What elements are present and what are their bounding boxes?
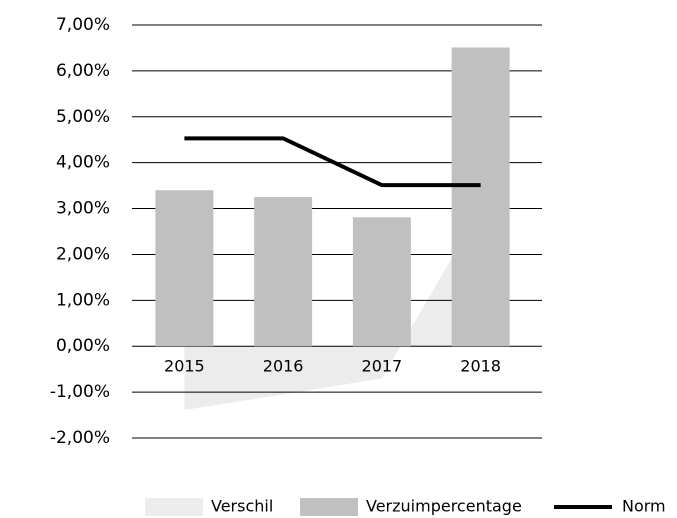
legend-swatch — [300, 498, 358, 516]
line — [184, 136, 481, 188]
y-tick-label: 1,00% — [56, 290, 110, 310]
y-tick-label: 5,00% — [56, 107, 110, 127]
bar — [451, 47, 510, 347]
y-tick-label: -2,00% — [50, 428, 110, 448]
y-tick-label: 3,00% — [56, 199, 110, 219]
y-tick-label: 0,00% — [56, 336, 110, 356]
y-tick-label: 6,00% — [56, 61, 110, 81]
x-tick-label: 2015 — [164, 357, 205, 376]
area — [184, 208, 481, 411]
x-tick-label: 2017 — [362, 357, 403, 376]
legend-label: Norm — [622, 497, 666, 516]
y-tick-label: 2,00% — [56, 244, 110, 264]
bar — [254, 197, 313, 347]
y-tick-label: -1,00% — [50, 382, 110, 402]
x-tick-label: 2018 — [460, 357, 501, 376]
legend-swatch — [145, 498, 203, 516]
bar — [155, 190, 214, 347]
legend-label: Verschil — [211, 497, 273, 516]
y-tick-label: 7,00% — [56, 15, 110, 35]
legend-label: Verzuimpercentage — [366, 497, 522, 516]
x-tick-label: 2016 — [263, 357, 304, 376]
y-tick-label: 4,00% — [56, 153, 110, 173]
bar — [352, 217, 411, 347]
